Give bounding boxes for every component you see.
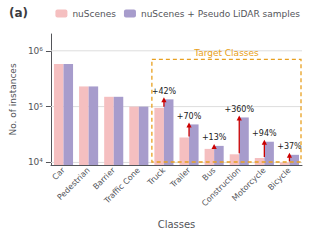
svg-text:+13%: +13% [202,133,227,142]
svg-text:+37%: +37% [277,142,302,151]
svg-text:Target Classes: Target Classes [193,48,259,58]
svg-text:Car: Car [51,165,68,182]
svg-text:Barrier: Barrier [91,165,117,192]
svg-text:nuScenes + Pseudo LiDAR sample: nuScenes + Pseudo LiDAR samples [141,9,300,19]
svg-text:Bicycle: Bicycle [266,166,292,192]
svg-text:Traffic Cone: Traffic Cone [102,166,142,206]
svg-text:10⁴: 10⁴ [28,157,43,167]
svg-text:10⁵: 10⁵ [28,102,43,112]
svg-text:Bus: Bus [201,166,218,183]
svg-text:Trailer: Trailer [168,165,193,190]
svg-text:Construction: Construction [200,165,243,209]
svg-text:Classes: Classes [158,219,196,230]
svg-text:+94%: +94% [252,129,277,138]
svg-text:Truck: Truck [145,166,167,188]
svg-text:No. of instances: No. of instances [8,63,18,135]
svg-text:10⁶: 10⁶ [28,46,43,56]
svg-text:Pedestrian: Pedestrian [56,166,92,202]
svg-text:+42%: +42% [152,87,177,96]
svg-text:(a): (a) [9,6,28,20]
svg-text:+360%: +360% [224,105,254,114]
svg-text:Motorcycle: Motorcycle [230,166,267,203]
svg-text:nuScenes: nuScenes [72,9,116,19]
svg-text:+70%: +70% [177,112,202,121]
